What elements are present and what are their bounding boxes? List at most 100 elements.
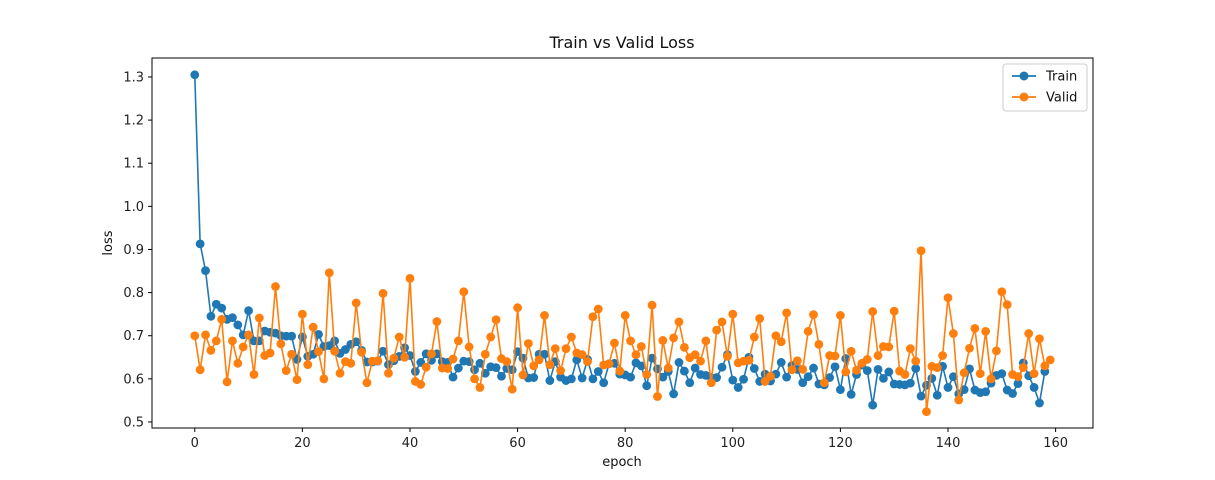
data-point-train xyxy=(997,369,1007,379)
data-point-train xyxy=(314,330,323,339)
data-point-valid xyxy=(491,315,501,325)
data-point-valid xyxy=(836,311,845,320)
data-point-train xyxy=(981,387,991,397)
data-point-valid xyxy=(701,336,711,346)
series-line-valid xyxy=(193,249,1051,413)
data-point-train xyxy=(879,374,888,383)
data-point-train xyxy=(916,391,926,401)
y-axis-ticks: 0.5 0.6 0.7 0.8 0.9 1.0 1.1 1.2 1.3 xyxy=(123,70,152,430)
data-point-valid xyxy=(642,370,652,379)
data-point-valid xyxy=(405,273,415,283)
data-point-train xyxy=(642,381,652,391)
data-point-valid xyxy=(1024,329,1034,338)
data-point-valid xyxy=(1002,300,1012,310)
data-point-valid xyxy=(873,351,883,360)
data-point-valid xyxy=(529,361,539,371)
data-point-train xyxy=(378,346,388,356)
data-point-train xyxy=(685,378,695,388)
data-point-valid xyxy=(292,375,302,385)
data-point-train xyxy=(287,331,297,341)
data-point-valid xyxy=(195,365,205,375)
y-axis-label: loss xyxy=(101,230,116,255)
data-point-valid xyxy=(238,342,248,352)
data-point-train xyxy=(911,364,921,373)
data-point-valid xyxy=(830,351,840,361)
data-point-valid xyxy=(416,380,426,389)
data-point-valid xyxy=(766,371,775,381)
data-point-valid xyxy=(561,344,571,354)
data-point-train xyxy=(1013,379,1023,388)
data-point-valid xyxy=(803,327,813,336)
data-point-valid xyxy=(604,359,614,369)
data-point-train xyxy=(717,362,727,372)
data-point-train xyxy=(588,374,598,384)
data-point-train xyxy=(690,363,700,373)
data-point-train xyxy=(529,373,539,382)
legend-train-marker xyxy=(1019,71,1029,81)
legend-valid-label: Valid xyxy=(1046,91,1077,106)
data-point-valid xyxy=(1018,363,1028,373)
x-tick-label: 80 xyxy=(617,436,634,451)
data-point-train xyxy=(669,389,679,399)
legend-valid-marker xyxy=(1019,92,1029,102)
data-point-valid xyxy=(690,350,700,360)
data-point-train xyxy=(679,366,689,376)
data-point-valid xyxy=(464,342,474,352)
data-point-valid xyxy=(287,349,297,359)
data-point-train xyxy=(491,363,501,373)
data-point-train xyxy=(674,358,684,367)
data-point-train xyxy=(809,363,818,373)
plot-area: 0 20 40 60 80 100 120 140 160 0.5 0.6 0.7 0.8 0.9 1.0… xyxy=(123,57,1094,451)
data-point-valid xyxy=(776,337,786,347)
data-point-valid xyxy=(717,317,727,327)
x-tick-label: 0 xyxy=(191,436,199,451)
data-point-valid xyxy=(841,367,851,377)
data-point-valid xyxy=(862,355,872,364)
data-point-valid xyxy=(889,306,899,316)
data-point-valid xyxy=(475,383,485,392)
data-point-valid xyxy=(728,309,738,319)
data-point-train xyxy=(873,364,883,374)
data-point-train xyxy=(195,239,205,249)
data-point-valid xyxy=(550,344,560,354)
data-point-train xyxy=(884,367,894,377)
legend: Train Valid xyxy=(1002,63,1088,112)
data-point-valid xyxy=(233,358,243,368)
data-point-valid xyxy=(566,332,576,342)
data-point-valid xyxy=(1013,372,1023,382)
data-point-valid xyxy=(486,332,496,342)
data-point-valid xyxy=(868,307,878,316)
data-point-valid xyxy=(400,352,409,362)
data-point-valid xyxy=(749,332,759,342)
data-point-valid xyxy=(362,378,372,388)
data-point-valid xyxy=(965,343,974,353)
data-point-valid xyxy=(669,333,679,343)
data-point-valid xyxy=(454,336,463,346)
data-point-valid xyxy=(319,374,329,384)
data-point-valid xyxy=(626,336,635,346)
data-point-valid xyxy=(373,356,383,366)
data-point-train xyxy=(599,378,609,388)
data-point-valid xyxy=(432,317,442,326)
data-point-train xyxy=(566,374,576,384)
data-point-valid xyxy=(782,308,791,318)
data-point-valid xyxy=(809,310,818,319)
series-valid xyxy=(190,246,1055,417)
data-point-valid xyxy=(696,356,705,366)
x-axis-label: epoch xyxy=(602,455,642,470)
x-tick-label: 60 xyxy=(509,436,526,451)
data-point-valid xyxy=(787,365,797,375)
data-point-valid xyxy=(518,370,528,380)
data-point-valid xyxy=(798,364,808,374)
data-point-valid xyxy=(620,311,630,320)
data-point-valid xyxy=(706,378,716,388)
data-point-valid xyxy=(647,300,657,310)
data-point-train xyxy=(905,378,915,388)
data-point-valid xyxy=(249,370,259,379)
data-point-valid xyxy=(819,378,829,388)
data-point-valid xyxy=(663,363,673,373)
data-point-valid xyxy=(523,339,533,348)
data-point-valid xyxy=(303,360,313,370)
data-point-train xyxy=(201,266,210,275)
data-point-valid xyxy=(507,384,517,394)
